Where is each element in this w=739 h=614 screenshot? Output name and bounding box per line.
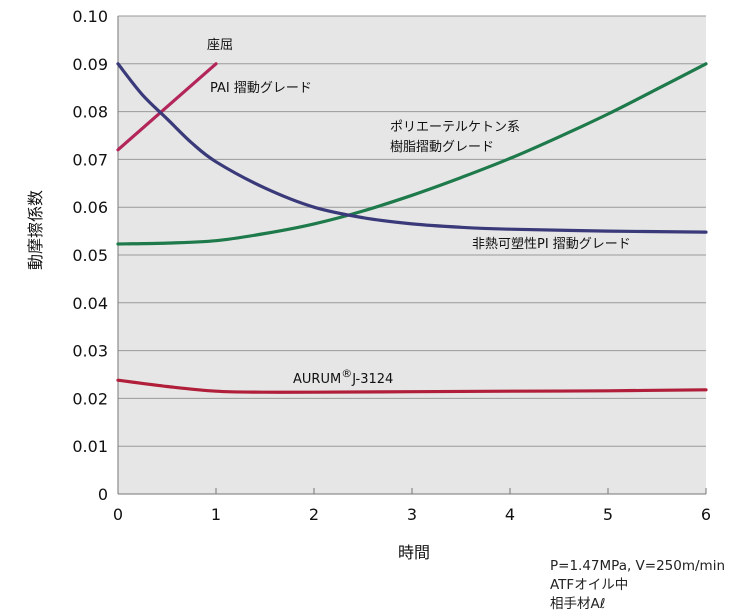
peek-label-line1: ポリエーテルケトン系 [390,120,520,135]
y-tick-label: 0.01 [72,437,108,456]
y-tick-label: 0.06 [72,198,108,217]
x-axis-title: 時間 [398,543,430,562]
peek-label-line2: 樹脂摺動グレード [390,140,494,155]
x-tick-labels: 0 1 2 3 4 5 6 [113,488,711,524]
y-tick-label: 0.09 [72,55,108,74]
pi-label: 非熱可塑性PI 摺動グレード [472,237,631,252]
condition-oil: ATFオイル中 [550,577,629,593]
pi-series-line [116,62,708,234]
y-tick-label: 0.03 [72,342,108,361]
y-tick-label: 0 [98,485,108,504]
series-lines [116,62,708,394]
x-tick-label: 6 [701,505,711,524]
buckling-label: 座屈 [207,38,233,53]
y-tick-label: 0.10 [72,7,108,26]
condition-counter-material: 相手材Aℓ [550,596,606,612]
x-tick-label: 0 [113,505,123,524]
y-axis-title: 動摩擦係数 [26,190,45,270]
aurum-label: AURUM®J-3124 [293,367,393,387]
x-tick-label: 2 [309,505,319,524]
y-tick-label: 0.05 [72,246,108,265]
y-tick-label: 0.04 [72,294,108,313]
x-tick-label: 3 [407,505,417,524]
y-tick-label: 0.02 [72,389,108,408]
y-tick-labels: 0 0.01 0.02 0.03 0.04 0.05 0.06 0.07 0.08 0.09 0.1… [72,7,108,504]
peek-series-line [116,62,708,246]
x-tick-label: 1 [211,505,221,524]
x-tick-label: 4 [505,505,515,524]
pai-label: PAI 摺動グレード [210,81,312,96]
y-tick-label: 0.07 [72,150,108,169]
x-tick-label: 5 [603,505,613,524]
aurum-series-line [116,378,708,394]
pai-series-line [116,62,218,152]
y-tick-label: 0.08 [72,103,108,122]
condition-pressure-speed: P=1.47MPa, V=250m/min [550,558,726,574]
